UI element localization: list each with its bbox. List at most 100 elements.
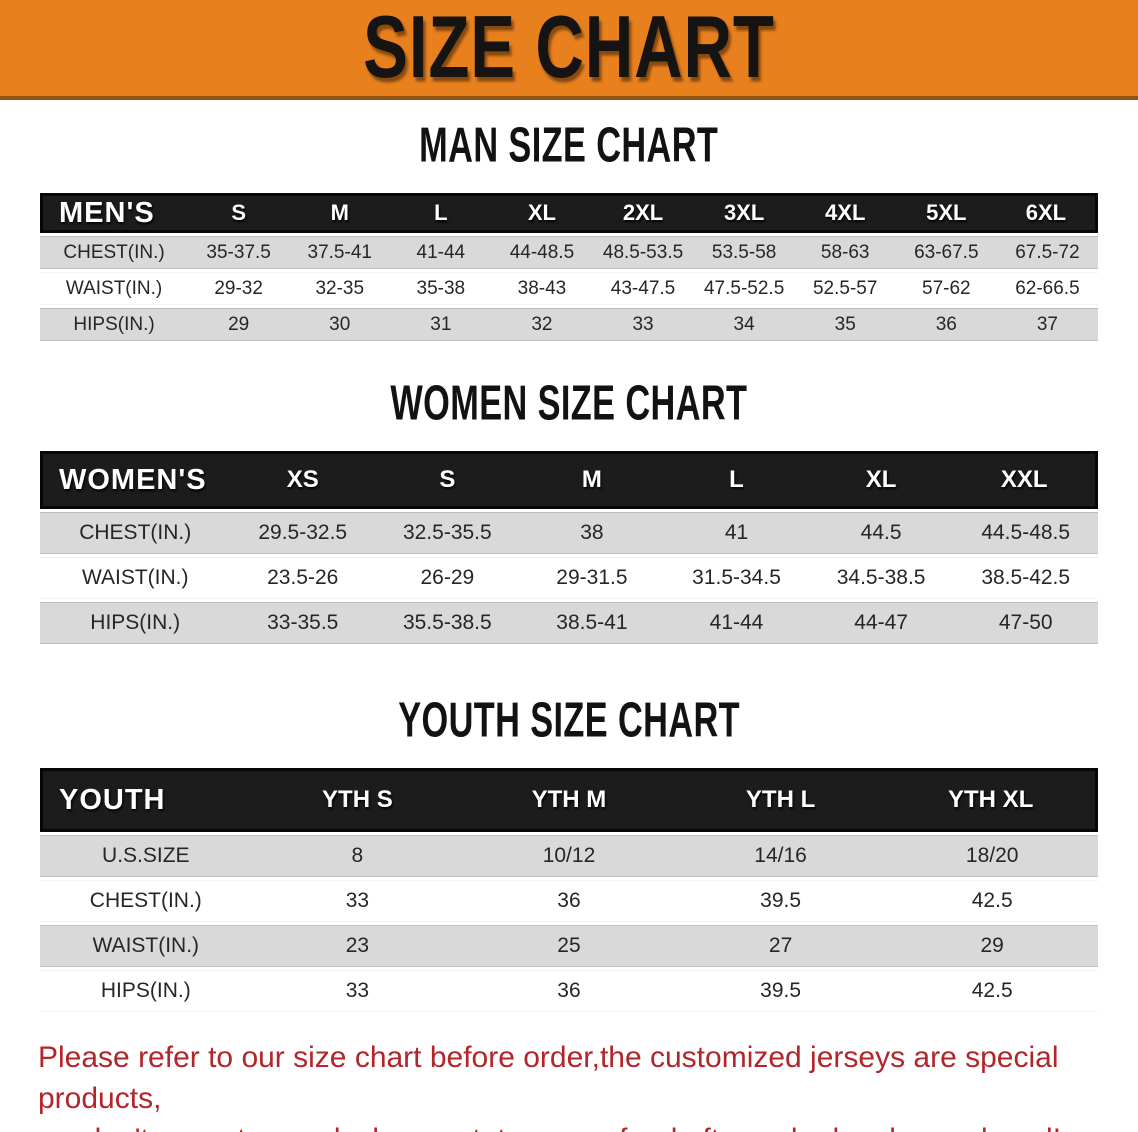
value-cell: 39.5	[674, 880, 887, 922]
table-row: HIPS(IN.) 29 30 31 32 33 34 35 36 37	[40, 308, 1098, 341]
table-row: CHEST(IN.) 29.5-32.5 32.5-35.5 38 41 44.5 44.5…	[40, 512, 1098, 554]
row-label-cell: U.S.SIZE	[40, 835, 252, 877]
value-cell: 39.5	[674, 970, 887, 1012]
value-cell: 37	[996, 308, 1098, 341]
value-cell: 10/12	[463, 835, 675, 877]
size-header-cell: M	[289, 193, 391, 233]
value-cell: 41	[664, 512, 809, 554]
value-cell: 33	[251, 880, 464, 922]
value-cell: 29	[886, 925, 1098, 967]
size-header-cell: XL	[491, 193, 593, 233]
value-cell: 32	[491, 308, 593, 341]
value-cell: 33	[251, 970, 464, 1012]
men-size-table: MEN'S S M L XL 2XL 3XL 4XL 5XL 6XL CHEST(IN.) 35-37…	[40, 190, 1098, 344]
size-header-cell: 6XL	[996, 193, 1098, 233]
value-cell: 57-62	[895, 272, 997, 305]
table-row: HIPS(IN.) 33 36 39.5 42.5	[40, 970, 1098, 1012]
value-cell: 36	[895, 308, 997, 341]
table-title-cell: YOUTH	[40, 768, 252, 832]
size-header-cell: S	[188, 193, 290, 233]
value-cell: 37.5-41	[289, 236, 391, 269]
men-section-heading: MAN SIZE CHART	[0, 118, 1138, 173]
value-cell: 29-31.5	[519, 557, 665, 599]
table-row: HIPS(IN.) 33-35.5 35.5-38.5 38.5-41 41-44 44-…	[40, 602, 1098, 644]
row-label-cell: CHEST(IN.)	[40, 512, 231, 554]
row-label-cell: HIPS(IN.)	[40, 970, 252, 1012]
size-header-cell: XS	[230, 451, 376, 509]
women-heading-text: WOMEN SIZE CHART	[390, 376, 748, 431]
size-header-cell: YTH M	[463, 768, 675, 832]
value-cell: 48.5-53.5	[592, 236, 694, 269]
value-cell: 53.5-58	[693, 236, 795, 269]
size-header-cell: YTH L	[674, 768, 887, 832]
size-header-cell: YTH S	[251, 768, 464, 832]
size-header-cell: 2XL	[592, 193, 694, 233]
value-cell: 41-44	[390, 236, 492, 269]
value-cell: 33-35.5	[230, 602, 376, 644]
value-cell: 27	[674, 925, 887, 967]
youth-section-heading: YOUTH SIZE CHART	[0, 693, 1138, 748]
value-cell: 44.5-48.5	[953, 512, 1098, 554]
size-header-cell: 5XL	[895, 193, 997, 233]
banner-title: SIZE CHART	[363, 0, 775, 97]
women-size-table: WOMEN'S XS S M L XL XXL CHEST(IN.) 29.5-32.5 32.5…	[40, 448, 1098, 647]
value-cell: 43-47.5	[592, 272, 694, 305]
value-cell: 42.5	[886, 970, 1098, 1012]
size-header-cell: S	[375, 451, 520, 509]
value-cell: 29	[188, 308, 290, 341]
table-row: CHEST(IN.) 33 36 39.5 42.5	[40, 880, 1098, 922]
size-header-cell: XL	[808, 451, 954, 509]
value-cell: 36	[463, 970, 675, 1012]
table-row: U.S.SIZE 8 10/12 14/16 18/20	[40, 835, 1098, 877]
size-header-cell: M	[519, 451, 665, 509]
value-cell: 47.5-52.5	[693, 272, 795, 305]
row-label-cell: CHEST(IN.)	[40, 236, 189, 269]
value-cell: 44.5	[808, 512, 954, 554]
table-row: WAIST(IN.) 23.5-26 26-29 29-31.5 31.5-34.5 34…	[40, 557, 1098, 599]
order-notice: Please refer to our size chart before or…	[38, 1037, 1098, 1132]
value-cell: 63-67.5	[895, 236, 997, 269]
table-title-cell: MEN'S	[40, 193, 189, 233]
value-cell: 38.5-42.5	[953, 557, 1098, 599]
value-cell: 58-63	[794, 236, 896, 269]
value-cell: 18/20	[886, 835, 1098, 877]
notice-line-1: Please refer to our size chart before or…	[38, 1041, 1059, 1115]
value-cell: 42.5	[886, 880, 1098, 922]
value-cell: 38	[519, 512, 665, 554]
row-label-cell: WAIST(IN.)	[40, 925, 252, 967]
youth-size-table: YOUTH YTH S YTH M YTH L YTH XL U.S.SIZE 8 10/12…	[40, 765, 1098, 1015]
value-cell: 31	[390, 308, 492, 341]
value-cell: 67.5-72	[996, 236, 1098, 269]
value-cell: 32.5-35.5	[375, 512, 520, 554]
size-header-cell: XXL	[953, 451, 1098, 509]
value-cell: 23.5-26	[230, 557, 376, 599]
table-row: WAIST(IN.) 29-32 32-35 35-38 38-43 43-47.5 47.…	[40, 272, 1098, 305]
value-cell: 34.5-38.5	[808, 557, 954, 599]
value-cell: 29.5-32.5	[230, 512, 376, 554]
row-label-cell: HIPS(IN.)	[40, 602, 231, 644]
value-cell: 33	[592, 308, 694, 341]
value-cell: 47-50	[953, 602, 1098, 644]
value-cell: 62-66.5	[996, 272, 1098, 305]
header-row: WOMEN'S XS S M L XL XXL	[40, 451, 1098, 509]
row-label-cell: WAIST(IN.)	[40, 557, 231, 599]
row-label-cell: CHEST(IN.)	[40, 880, 252, 922]
value-cell: 35.5-38.5	[375, 602, 520, 644]
value-cell: 32-35	[289, 272, 391, 305]
row-label-cell: WAIST(IN.)	[40, 272, 189, 305]
table-title-cell: WOMEN'S	[40, 451, 231, 509]
value-cell: 26-29	[375, 557, 520, 599]
size-header-cell: 3XL	[693, 193, 795, 233]
value-cell: 38.5-41	[519, 602, 665, 644]
value-cell: 35	[794, 308, 896, 341]
value-cell: 23	[251, 925, 464, 967]
men-heading-text: MAN SIZE CHART	[419, 118, 719, 173]
women-section-heading: WOMEN SIZE CHART	[0, 376, 1138, 431]
youth-heading-text: YOUTH SIZE CHART	[398, 693, 740, 748]
value-cell: 52.5-57	[794, 272, 896, 305]
value-cell: 25	[463, 925, 675, 967]
value-cell: 8	[251, 835, 464, 877]
value-cell: 14/16	[674, 835, 887, 877]
size-header-cell: YTH XL	[886, 768, 1098, 832]
